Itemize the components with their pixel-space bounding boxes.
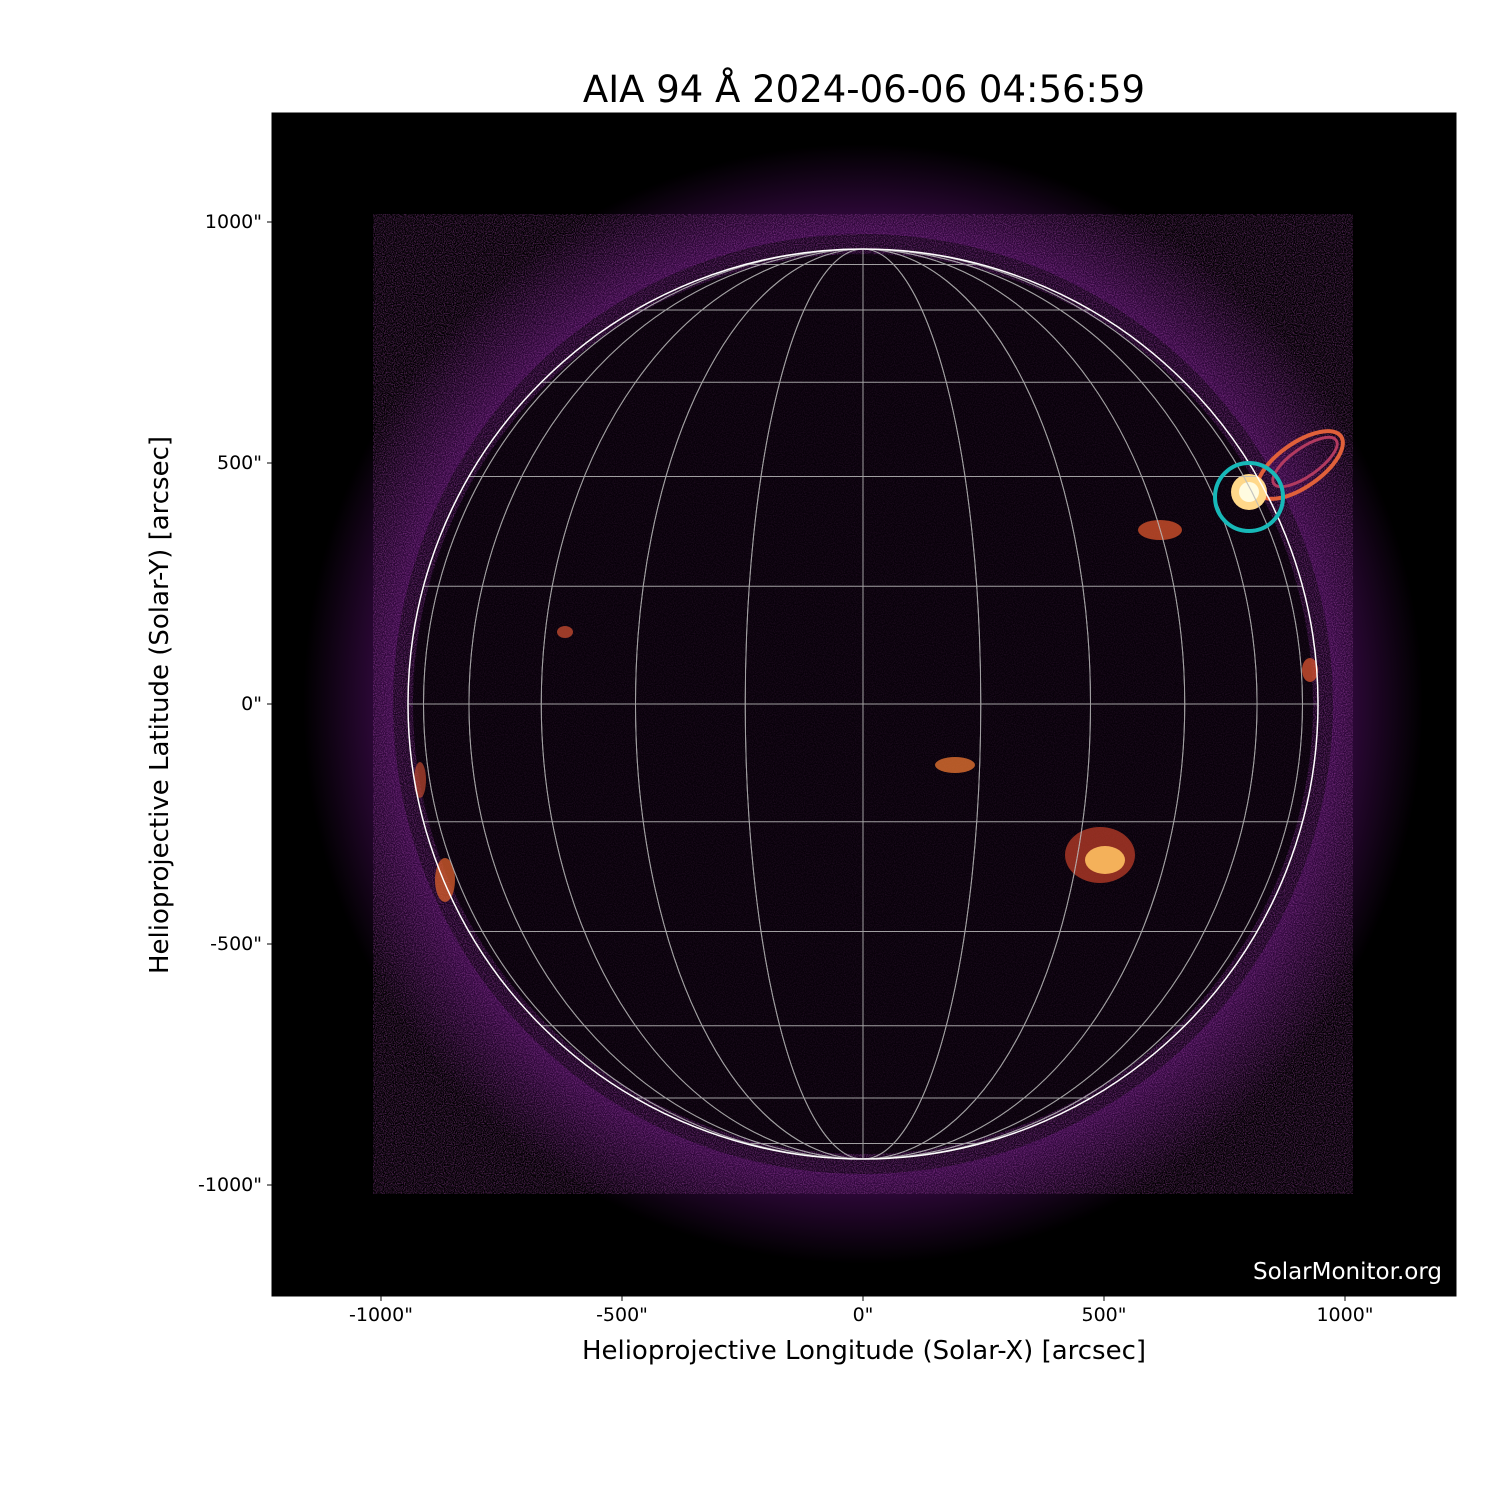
x-tick-label: -1000" xyxy=(349,1304,413,1326)
active-region xyxy=(435,858,455,902)
y-axis-label: Helioprojective Latitude (Solar-Y) [arcs… xyxy=(145,435,175,975)
active-region xyxy=(1302,658,1318,682)
watermark: SolarMonitor.org xyxy=(1253,1259,1442,1285)
plot-title: AIA 94 Å 2024-06-06 04:56:59 xyxy=(582,68,1146,111)
x-tick-label: -500" xyxy=(596,1304,648,1326)
flare-marker-circle xyxy=(1213,461,1285,533)
x-tick-label: 500" xyxy=(1081,1304,1127,1326)
x-tick-label: 0" xyxy=(852,1304,874,1326)
flare-loops-inner xyxy=(1271,435,1339,489)
x-tick-label: 1000" xyxy=(1316,1304,1374,1326)
y-tick-label: 1000" xyxy=(204,211,262,233)
y-tick-label: -1000" xyxy=(198,1174,262,1196)
active-regions xyxy=(414,429,1345,902)
y-tick-label: 500" xyxy=(216,452,262,474)
active-region xyxy=(414,762,426,798)
solar-limb xyxy=(407,248,1319,1160)
active-region xyxy=(557,626,573,638)
active-region xyxy=(935,757,975,773)
tick-marks xyxy=(267,221,1346,1301)
y-tick-label: -500" xyxy=(210,933,262,955)
y-tick-label: 0" xyxy=(241,693,262,715)
x-axis-label: Helioprojective Longitude (Solar-X) [arc… xyxy=(581,1336,1147,1366)
